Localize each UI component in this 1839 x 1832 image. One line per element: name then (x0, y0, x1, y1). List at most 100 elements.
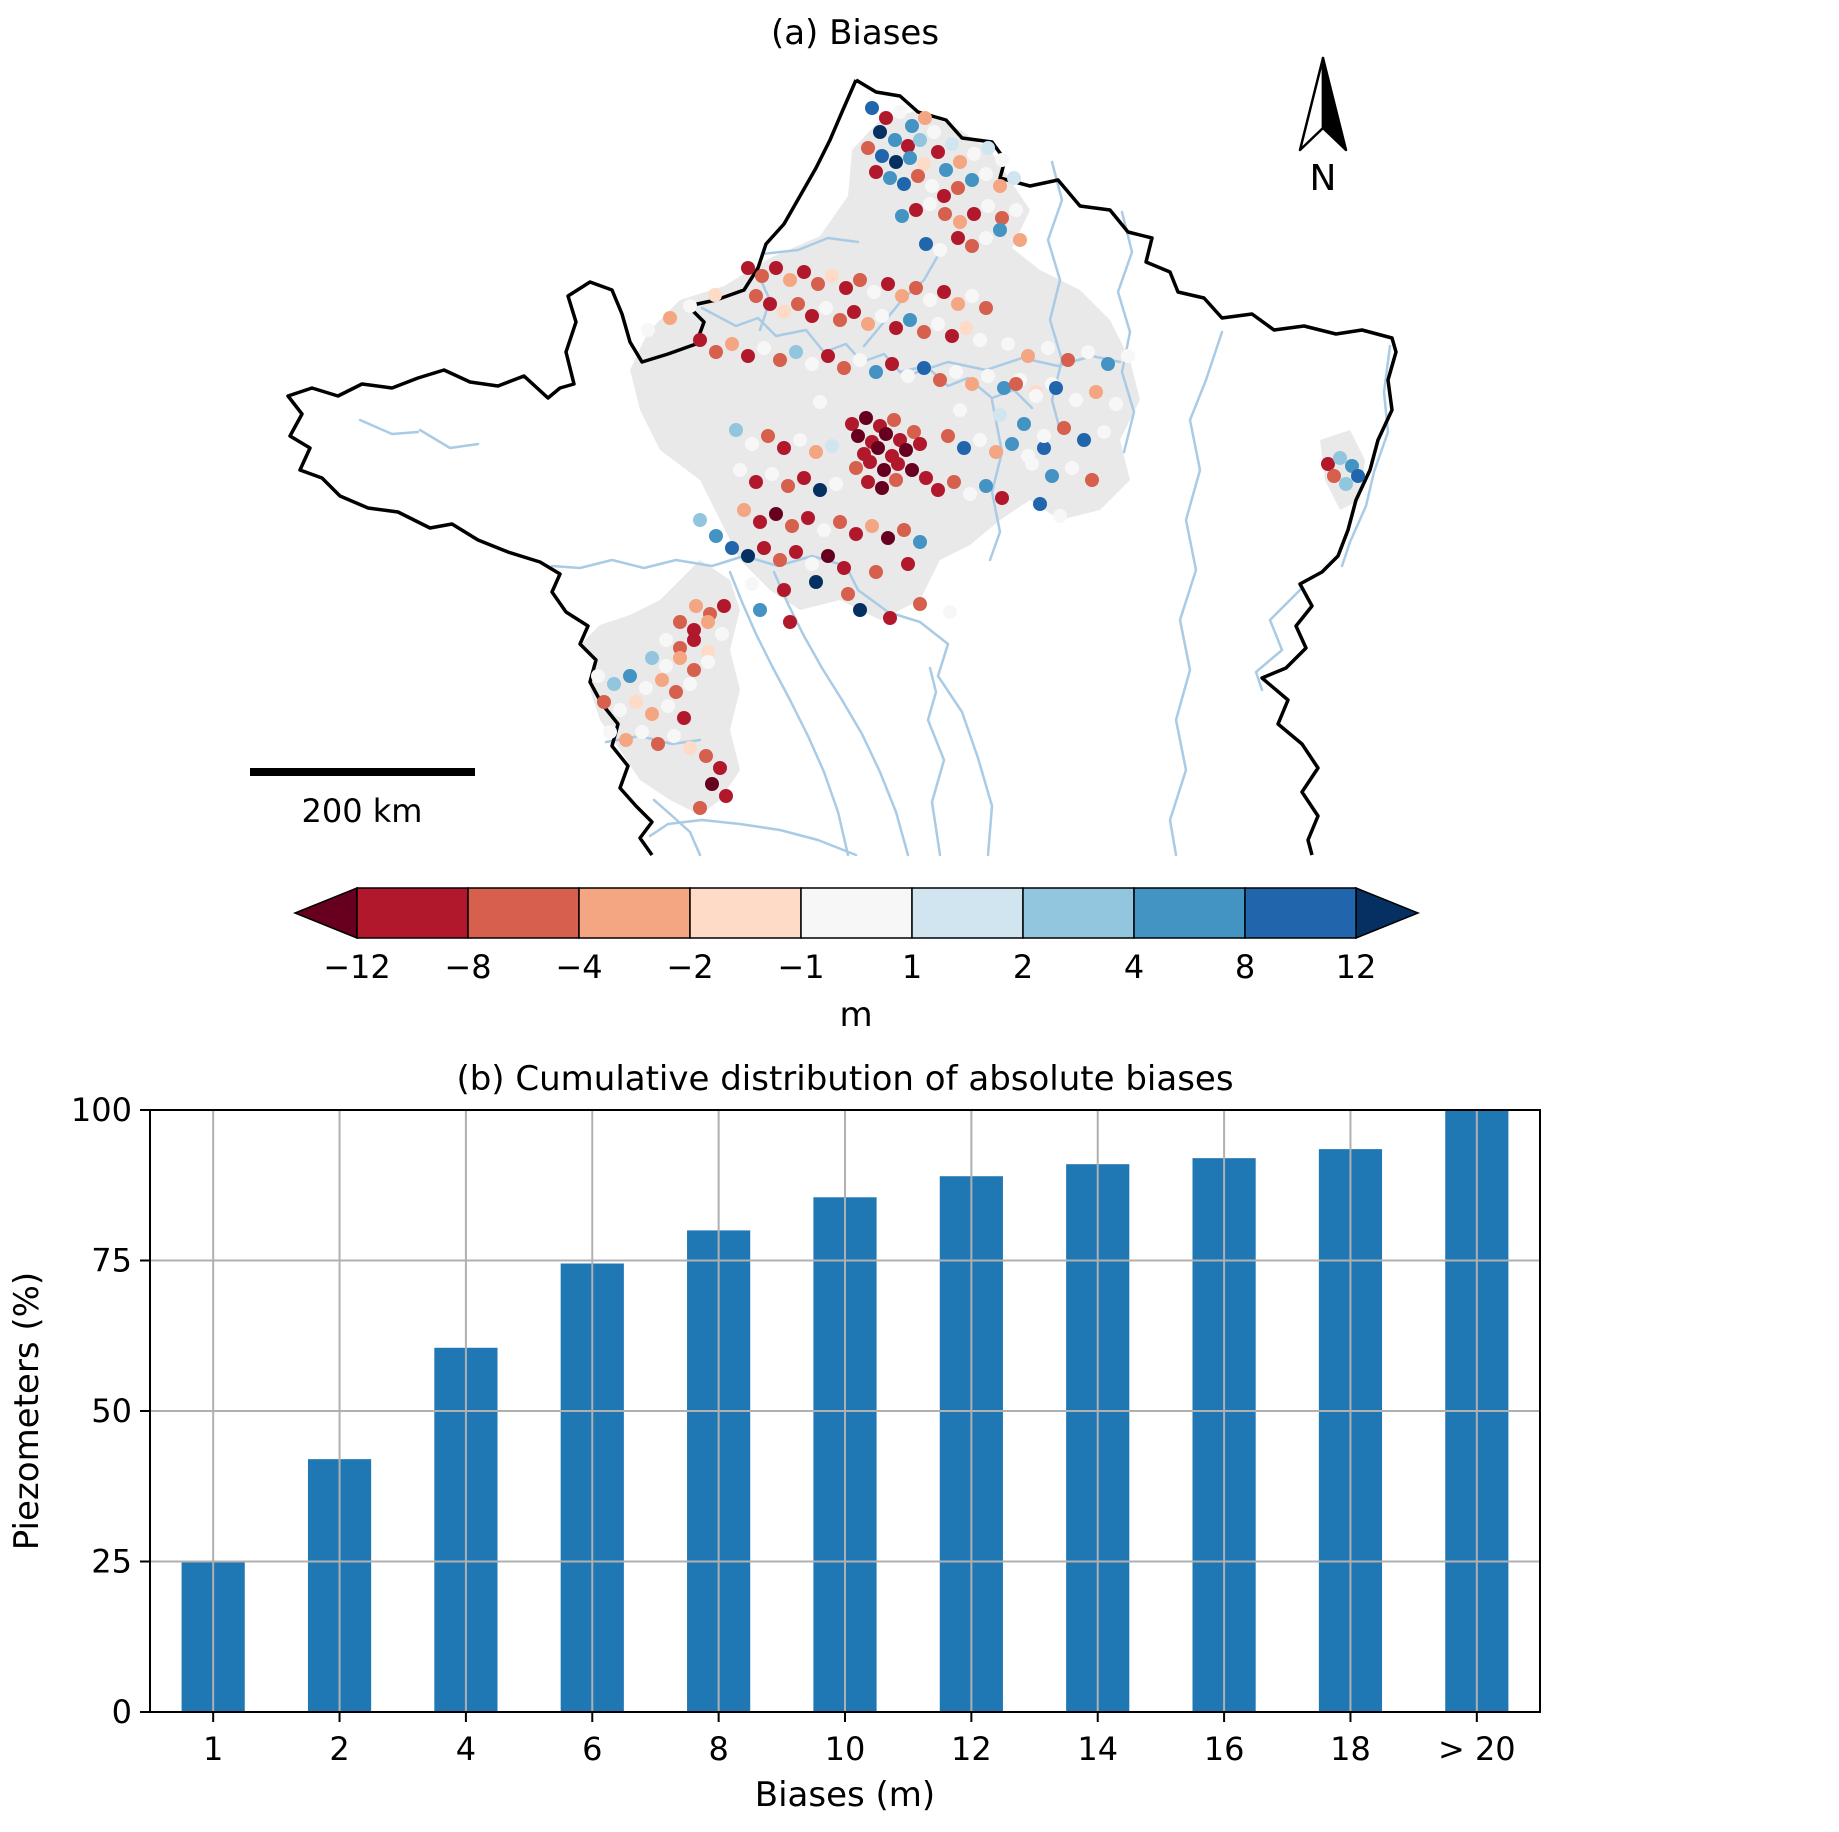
bias-point (1005, 437, 1019, 451)
bias-point (877, 463, 891, 477)
bias-point (863, 455, 877, 469)
bias-point (865, 101, 879, 115)
bias-point (741, 261, 755, 275)
bias-point (1109, 397, 1123, 411)
bias-point (883, 171, 897, 185)
bias-point (933, 373, 947, 387)
bias-point (943, 605, 957, 619)
bias-point (689, 599, 703, 613)
bias-point (1081, 345, 1095, 359)
bias-point (805, 357, 819, 371)
x-tick-label: 14 (1077, 1730, 1118, 1768)
bias-point (613, 703, 627, 717)
bias-point (951, 231, 965, 245)
river-moselle (1116, 210, 1136, 454)
bias-points-layer (591, 101, 1365, 815)
x-tick-label: 12 (951, 1730, 992, 1768)
bias-point (873, 125, 887, 139)
x-tick-label: 2 (329, 1730, 349, 1768)
colorbar-tick-label: 2 (1013, 948, 1033, 986)
bias-point (659, 633, 673, 647)
river-garonne (652, 798, 702, 857)
bias-point (809, 445, 823, 459)
bias-point (683, 299, 697, 313)
bias-point (817, 523, 831, 537)
bias-point (917, 157, 931, 171)
bias-point (769, 261, 783, 275)
bias-point (645, 651, 659, 665)
bias-point (777, 441, 791, 455)
bias-point (979, 231, 993, 245)
river-doubs (1254, 588, 1302, 692)
bias-point (757, 341, 771, 355)
bias-point (899, 443, 913, 457)
bias-point (783, 615, 797, 629)
colorbar-tick-label: 4 (1124, 948, 1144, 986)
bias-point (1085, 473, 1099, 487)
bias-point (901, 139, 915, 153)
bias-point (903, 151, 917, 165)
bias-point (995, 491, 1009, 505)
bias-point (733, 463, 747, 477)
river-saone (1168, 330, 1224, 857)
bias-point (953, 215, 967, 229)
scale-bar: 200 km (250, 768, 475, 830)
bias-point (917, 325, 931, 339)
bias-point (663, 311, 677, 325)
bias-point (839, 281, 853, 295)
bias-point (879, 427, 893, 441)
bias-point (853, 273, 867, 287)
bias-point (965, 289, 979, 303)
bias-point (913, 133, 927, 147)
bias-point (973, 333, 987, 347)
bias-point (667, 729, 681, 743)
bias-point (809, 575, 823, 589)
bias-point (725, 541, 739, 555)
bias-point (673, 641, 687, 655)
bias-point (909, 281, 923, 295)
bias-point (833, 313, 847, 327)
bias-point (981, 141, 995, 155)
scale-bar-label: 200 km (302, 792, 423, 830)
bias-point (879, 111, 893, 125)
bias-point (773, 353, 787, 367)
bias-point (591, 669, 605, 683)
bias-point (871, 441, 885, 455)
bias-point (783, 273, 797, 287)
bias-point (993, 408, 1007, 422)
bias-point (821, 349, 835, 363)
river-rhine (1340, 344, 1392, 568)
bias-point (1045, 469, 1059, 483)
bias-point (635, 725, 649, 739)
bias-point (953, 403, 967, 417)
bias-point (687, 633, 701, 647)
bias-point (849, 527, 863, 541)
bias-point (869, 565, 883, 579)
bias-point (607, 677, 621, 691)
bias-point (623, 669, 637, 683)
bias-point (749, 289, 763, 303)
bias-point (673, 651, 687, 665)
x-tick-label: 10 (825, 1730, 866, 1768)
bias-point (829, 477, 843, 491)
bias-point (749, 475, 763, 489)
bias-point (933, 243, 947, 257)
bias-point (905, 463, 919, 477)
bias-point (761, 429, 775, 443)
colorbar-segment (1133, 887, 1246, 939)
bias-point (1121, 349, 1135, 363)
bias-point (1351, 469, 1365, 483)
bias-point (1013, 233, 1027, 247)
bias-point (813, 483, 827, 497)
x-tick-label: 18 (1330, 1730, 1371, 1768)
y-tick-label: 50 (91, 1392, 132, 1430)
bias-point (903, 313, 917, 327)
bias-point (897, 177, 911, 191)
bias-point (957, 441, 971, 455)
bias-point (951, 297, 965, 311)
river-brittany-1 (418, 428, 480, 450)
bias-point (875, 481, 889, 495)
bias-point (1033, 497, 1047, 511)
bias-point (805, 557, 819, 571)
